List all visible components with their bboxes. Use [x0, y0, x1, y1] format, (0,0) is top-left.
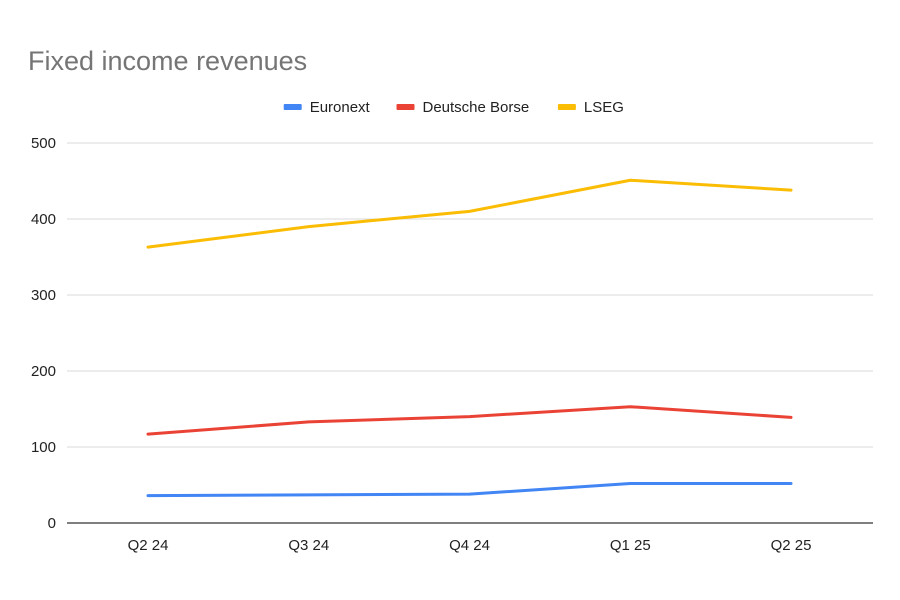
- series-line-lseg: [146, 178, 793, 249]
- y-tick-label: 300: [31, 287, 56, 304]
- legend-label: LSEG: [584, 99, 624, 116]
- x-tick-label: Q3 24: [288, 537, 329, 554]
- chart-title: Fixed income revenues: [28, 46, 308, 76]
- series-line-deutsche-borse: [146, 405, 793, 436]
- series-line-euronext: [146, 481, 793, 498]
- legend-swatch: [283, 104, 302, 110]
- x-axis-tick-labels: Q2 24 Q3 24 Q4 24 Q1 25 Q2 25: [128, 537, 812, 554]
- y-axis-tick-labels: 0 100 200 300 400 500: [31, 135, 56, 532]
- legend-swatch: [396, 104, 415, 110]
- x-tick-label: Q1 25: [610, 537, 651, 554]
- legend-swatch: [557, 104, 576, 110]
- y-tick-label: 400: [31, 211, 56, 228]
- x-tick-label: Q4 24: [449, 537, 490, 554]
- x-tick-label: Q2 24: [128, 537, 169, 554]
- legend: Euronext Deutsche Borse LSEG: [283, 99, 624, 116]
- gridlines: [67, 142, 873, 524]
- series-lines: [146, 178, 793, 498]
- legend-label: Euronext: [310, 99, 371, 116]
- x-tick-label: Q2 25: [771, 537, 812, 554]
- y-tick-label: 0: [48, 515, 56, 532]
- y-tick-label: 200: [31, 363, 56, 380]
- y-tick-label: 500: [31, 135, 56, 152]
- legend-label: Deutsche Borse: [423, 99, 530, 116]
- y-tick-label: 100: [31, 439, 56, 456]
